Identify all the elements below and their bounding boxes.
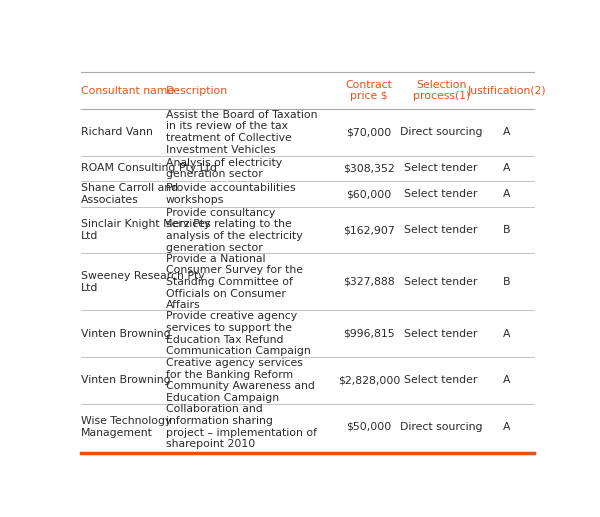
Text: $996,815: $996,815 bbox=[343, 329, 395, 339]
Text: Select tender: Select tender bbox=[404, 189, 478, 199]
Text: $162,907: $162,907 bbox=[343, 225, 395, 235]
Text: ROAM Consulting Pty Ltd: ROAM Consulting Pty Ltd bbox=[81, 163, 217, 173]
Text: Creative agency services
for the Banking Reform
Community Awareness and
Educatio: Creative agency services for the Banking… bbox=[166, 358, 314, 403]
Text: A: A bbox=[503, 422, 510, 432]
Text: $308,352: $308,352 bbox=[343, 163, 395, 173]
Text: Select tender: Select tender bbox=[404, 277, 478, 287]
Text: A: A bbox=[503, 127, 510, 138]
Text: $2,828,000: $2,828,000 bbox=[338, 375, 400, 385]
Text: $70,000: $70,000 bbox=[346, 127, 392, 138]
Text: Sweeney Research Pty
Ltd: Sweeney Research Pty Ltd bbox=[81, 271, 205, 293]
Text: A: A bbox=[503, 329, 510, 339]
Text: Provide creative agency
services to support the
Education Tax Refund
Communicati: Provide creative agency services to supp… bbox=[166, 311, 310, 356]
Text: Consultant name: Consultant name bbox=[81, 85, 174, 96]
Text: Select tender: Select tender bbox=[404, 225, 478, 235]
Text: $50,000: $50,000 bbox=[346, 422, 392, 432]
Text: A: A bbox=[503, 375, 510, 385]
Text: Provide consultancy
services relating to the
analysis of the electricity
generat: Provide consultancy services relating to… bbox=[166, 208, 302, 252]
Text: Assist the Board of Taxation
in its review of the tax
treatment of Collective
In: Assist the Board of Taxation in its revi… bbox=[166, 110, 317, 155]
Text: Description: Description bbox=[166, 85, 228, 96]
Text: Provide a National
Consumer Survey for the
Standing Committee of
Officials on Co: Provide a National Consumer Survey for t… bbox=[166, 254, 302, 310]
Text: Shane Carroll and
Associates: Shane Carroll and Associates bbox=[81, 183, 178, 205]
Text: Collaboration and
information sharing
project – implementation of
sharepoint 201: Collaboration and information sharing pr… bbox=[166, 404, 317, 449]
Text: Justification(2): Justification(2) bbox=[467, 85, 546, 96]
Text: Direct sourcing: Direct sourcing bbox=[400, 127, 482, 138]
Text: Selection
process(1): Selection process(1) bbox=[413, 80, 470, 101]
Text: $327,888: $327,888 bbox=[343, 277, 395, 287]
Text: Vinten Browning: Vinten Browning bbox=[81, 375, 170, 385]
Text: Direct sourcing: Direct sourcing bbox=[400, 422, 482, 432]
Text: A: A bbox=[503, 163, 510, 173]
Text: Wise Technology
Management: Wise Technology Management bbox=[81, 416, 172, 438]
Text: Sinclair Knight Merz Pty
Ltd: Sinclair Knight Merz Pty Ltd bbox=[81, 219, 211, 241]
Text: Richard Vann: Richard Vann bbox=[81, 127, 153, 138]
Text: $60,000: $60,000 bbox=[346, 189, 392, 199]
Text: Select tender: Select tender bbox=[404, 329, 478, 339]
Text: Analysis of electricity
generation sector: Analysis of electricity generation secto… bbox=[166, 158, 282, 179]
Text: Select tender: Select tender bbox=[404, 375, 478, 385]
Text: Select tender: Select tender bbox=[404, 163, 478, 173]
Text: Provide accountabilities
workshops: Provide accountabilities workshops bbox=[166, 183, 295, 205]
Text: B: B bbox=[503, 277, 510, 287]
Text: Vinten Browning: Vinten Browning bbox=[81, 329, 170, 339]
Text: Contract
price $: Contract price $ bbox=[346, 80, 392, 101]
Text: B: B bbox=[503, 225, 510, 235]
Text: A: A bbox=[503, 189, 510, 199]
